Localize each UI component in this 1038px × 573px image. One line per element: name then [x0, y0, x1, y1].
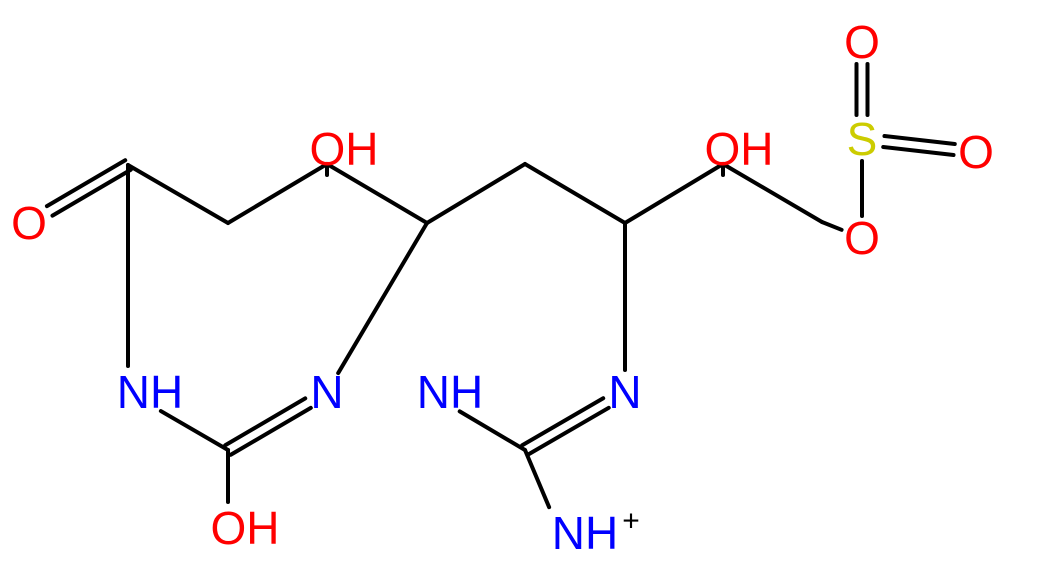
atom-N4: N [608, 366, 641, 418]
atom-O1: O [11, 197, 47, 249]
atom-S1: S [847, 113, 878, 165]
atom-N5: NH [552, 507, 618, 559]
molecule-diagram: OOHNHOHNNHNNH+OHOSOO [0, 0, 1038, 573]
atom-O2: OH [310, 123, 379, 175]
atom-O7: O [958, 126, 994, 178]
atom-O4: OH [705, 123, 774, 175]
svg-text:+: + [622, 505, 640, 538]
atom-O5: O [844, 212, 880, 264]
atom-O6: O [844, 16, 880, 68]
atom-N2: N [310, 366, 343, 418]
atom-N3: NH [417, 366, 483, 418]
atom-N1: NH [117, 366, 183, 418]
atom-O3: OH [211, 502, 280, 554]
